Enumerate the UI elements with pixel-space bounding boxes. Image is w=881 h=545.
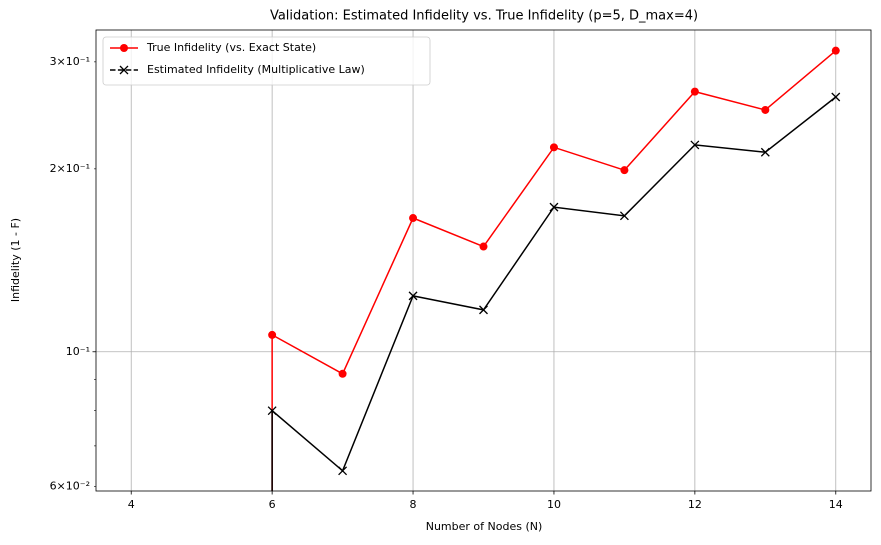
axes: 4 6 8 10 12 14 10⁻¹ 6×10⁻² 2×10⁻¹ 3×10⁻¹ <box>50 55 843 511</box>
x-tick-label: 10 <box>547 498 561 511</box>
point <box>338 466 348 476</box>
point <box>690 87 699 96</box>
x-axis-label: Number of Nodes (N) <box>426 520 543 533</box>
point <box>831 92 841 102</box>
point <box>761 105 770 114</box>
y-tick-label: 10⁻¹ <box>66 345 90 358</box>
grid <box>96 30 871 491</box>
point <box>479 242 488 251</box>
y-axis-label: Infidelity (1 - F) <box>9 218 22 302</box>
point <box>760 147 770 157</box>
y-tick-label: 3×10⁻¹ <box>50 55 90 68</box>
axes-frame <box>95 29 872 492</box>
point <box>831 46 840 55</box>
x-tick-label: 4 <box>128 498 135 511</box>
y-tick-label: 2×10⁻¹ <box>50 162 90 175</box>
legend: True Infidelity (vs. Exact State) Estimat… <box>102 36 431 86</box>
point <box>549 143 558 152</box>
x-tick-label: 6 <box>269 498 276 511</box>
point <box>690 140 700 150</box>
legend-box <box>102 36 431 86</box>
point <box>479 305 488 315</box>
x-tick-label: 14 <box>829 498 843 511</box>
x-tick-label: 8 <box>410 498 417 511</box>
y-tick-label: 6×10⁻² <box>50 480 90 493</box>
point <box>409 214 418 223</box>
legend-label: Estimated Infidelity (Multiplicative Law… <box>147 63 365 76</box>
plot-area <box>127 46 841 545</box>
point <box>619 211 629 221</box>
point <box>338 369 347 378</box>
point <box>549 202 559 212</box>
point <box>620 166 629 175</box>
legend-marker <box>120 44 128 52</box>
chart-title: Validation: Estimated Infidelity vs. Tru… <box>270 9 698 24</box>
legend-label: True Infidelity (vs. Exact State) <box>146 41 316 54</box>
point <box>267 406 277 416</box>
point <box>408 291 418 301</box>
x-tick-label: 12 <box>688 498 702 511</box>
legend-marker <box>119 65 129 75</box>
point <box>268 330 277 339</box>
